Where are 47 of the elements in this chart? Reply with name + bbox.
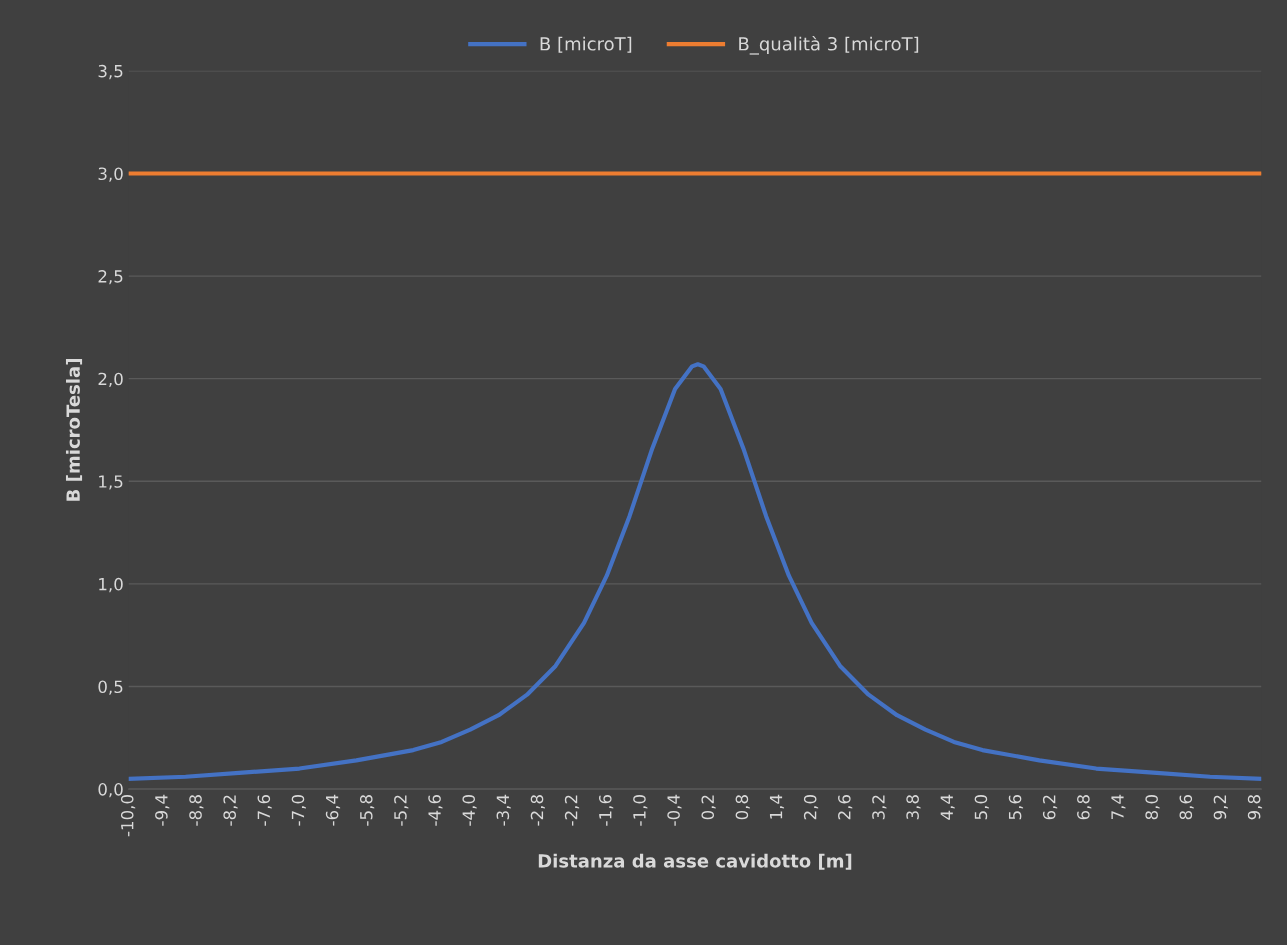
x-tick-label: -8,8 [189, 795, 204, 826]
x-tick-label: -3,4 [496, 794, 511, 826]
x-tick-label: -9,4 [155, 794, 170, 826]
x-tick-label: 8,0 [1145, 795, 1160, 820]
y-tick-label: 3,5 [98, 64, 123, 80]
x-tick-label: -0,4 [667, 794, 682, 826]
y-tick-label: 2,0 [98, 372, 123, 387]
x-tick-label: -5,8 [359, 795, 375, 826]
y-tick-label: 1,5 [99, 475, 123, 490]
x-tick-label: 2,6 [838, 794, 853, 820]
x-tick-label: -1,0 [633, 795, 648, 826]
x-tick-label: -4,6 [428, 794, 443, 826]
y-tick-label: 0,0 [98, 783, 123, 798]
x-tick-label: 8,6 [1179, 794, 1194, 820]
x-tick-label: -7,6 [257, 794, 272, 826]
x-tick-label: 1,4 [769, 794, 785, 819]
x-tick-label: 6,2 [1042, 795, 1058, 820]
x-tick-label: -10,0 [120, 795, 136, 837]
x-tick-label: 0,8 [735, 795, 750, 820]
x-tick-label: 9,8 [1247, 795, 1263, 820]
x-tick-label: 7,4 [1111, 794, 1126, 820]
x-axis-title: Distanza da asse cavidotto [m] [538, 853, 852, 870]
y-tick-label: 0,5 [98, 680, 123, 695]
x-tick-label: 3,2 [872, 795, 887, 820]
y-axis-title: B [microTesla] [65, 359, 83, 501]
legend-label: B [microT] [540, 36, 632, 53]
legend-label: B_qualità 3 [microT] [739, 35, 919, 55]
x-tick-label: -6,4 [325, 794, 341, 826]
y-tick-label: 2,5 [98, 270, 123, 285]
x-tick-label: 5,0 [974, 795, 989, 820]
x-tick-label: -8,2 [223, 795, 238, 826]
x-tick-label: -4,0 [462, 795, 477, 826]
x-tick-label: -1,6 [598, 794, 614, 826]
x-tick-label: -2,2 [564, 795, 580, 826]
y-tick-label: 1,0 [99, 577, 123, 593]
line-series [128, 362, 1262, 781]
x-tick-label: 3,8 [906, 795, 921, 820]
x-tick-label: -5,2 [394, 795, 409, 826]
x-tick-label: 5,6 [1008, 794, 1024, 820]
x-tick-label: 4,4 [940, 794, 955, 820]
x-tick-label: 0,2 [701, 795, 716, 820]
x-tick-label: -7,0 [291, 795, 306, 826]
x-tick-label: 9,2 [1213, 795, 1228, 820]
y-tick-label: 3,0 [98, 167, 123, 182]
x-tick-label: 6,8 [1077, 795, 1092, 820]
x-tick-label: 2,0 [803, 795, 819, 820]
x-tick-label: -2,8 [530, 795, 546, 826]
